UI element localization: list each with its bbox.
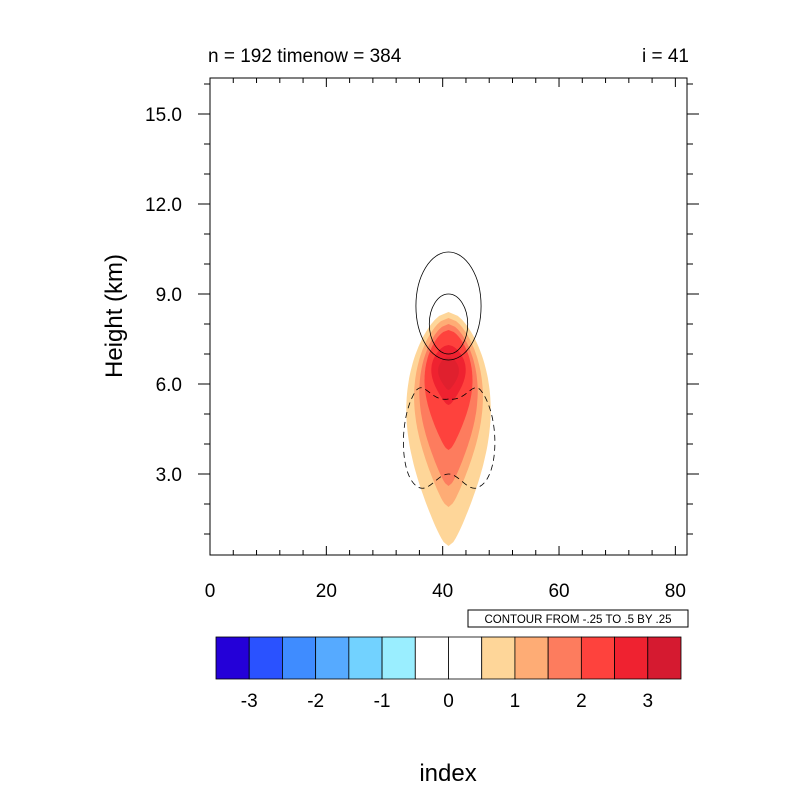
colorbar-swatch xyxy=(614,636,649,680)
y-tick-label: 6.0 xyxy=(156,375,182,396)
colorbar-swatch xyxy=(547,636,582,680)
colorbar-label: 3 xyxy=(642,691,653,712)
title-left: n = 192 timenow = 384 xyxy=(208,46,402,67)
x-tick-label: 20 xyxy=(316,581,337,602)
y-tick-label: 12.0 xyxy=(145,195,182,216)
colorbar-swatch xyxy=(514,636,549,680)
y-tick-label: 15.0 xyxy=(145,105,182,126)
y-tick-label: 3.0 xyxy=(156,465,182,486)
colorbar-label: 2 xyxy=(576,691,587,712)
y-axis-label: Height (km) xyxy=(101,254,128,378)
filled-contours xyxy=(406,312,491,546)
colorbar-swatch xyxy=(248,636,283,680)
contour-info-text: CONTOUR FROM -.25 TO .5 BY .25 xyxy=(484,614,671,626)
colorbar-swatch xyxy=(315,636,350,680)
x-axis-label: index xyxy=(419,760,476,787)
colorbar-swatch xyxy=(348,636,383,680)
colorbar-label: -3 xyxy=(241,691,258,712)
line-contours xyxy=(403,251,496,489)
filled-contour-level-6 xyxy=(438,357,459,390)
colorbar-swatch xyxy=(580,636,615,680)
plot-frame xyxy=(209,77,688,556)
colorbar-label: -2 xyxy=(307,691,324,712)
colorbar-swatch xyxy=(381,636,416,680)
colorbar-label: -1 xyxy=(374,691,391,712)
colorbar-label: 1 xyxy=(510,691,521,712)
x-tick-label: 80 xyxy=(665,581,686,602)
colorbar-swatch xyxy=(215,636,250,680)
contour-info-box: CONTOUR FROM -.25 TO .5 BY .25 xyxy=(467,609,689,628)
colorbar-label: 0 xyxy=(443,691,454,712)
x-tick-label: 60 xyxy=(548,581,569,602)
x-tick-label: 40 xyxy=(432,581,453,602)
x-tick-label: 0 xyxy=(205,581,216,602)
colorbar: -3 -2 -1 0 1 2 3 xyxy=(215,636,682,712)
contour-line-negative xyxy=(403,387,496,489)
colorbar-swatch xyxy=(647,636,682,680)
colorbar-swatch xyxy=(414,636,449,680)
contour-line-positive-1 xyxy=(415,251,482,361)
title-right: i = 41 xyxy=(642,46,689,67)
colorbar-swatch xyxy=(481,636,516,680)
axis-ticks: 0 20 40 60 80 3.0 6.0 9.0 12.0 15.0 xyxy=(145,78,699,602)
colorbar-swatch xyxy=(448,636,483,680)
contour-info-frame xyxy=(467,609,689,628)
contour-line-positive-2 xyxy=(428,293,469,355)
y-tick-label: 9.0 xyxy=(156,285,182,306)
colorbar-swatch xyxy=(282,636,317,680)
